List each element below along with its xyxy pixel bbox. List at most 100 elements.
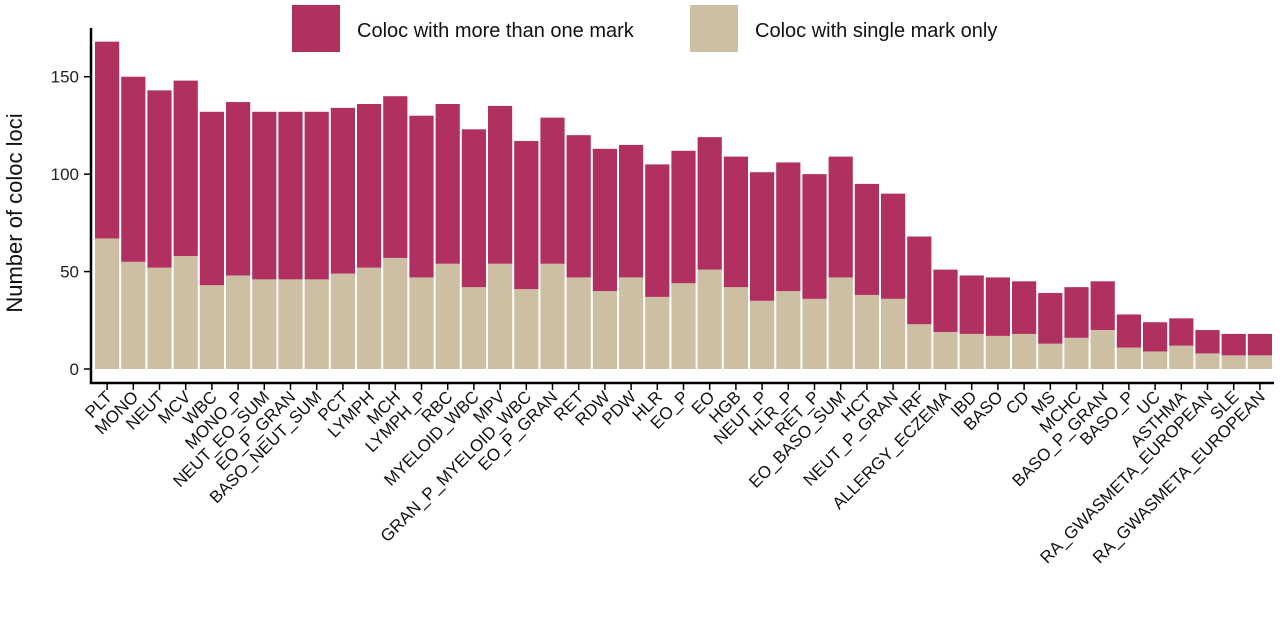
y-tick-label-100: 100 <box>51 165 79 184</box>
bar-multi-mono-p <box>226 102 251 276</box>
bar-single-baso <box>985 335 1010 369</box>
bar-single-myeloid-wbc <box>461 287 486 369</box>
bar-single-eo-p-gran <box>540 263 565 369</box>
bar-multi-pdw <box>619 144 644 278</box>
bar-single-hlr-p <box>776 291 801 369</box>
bar-single-ra-gwasmeta-european <box>1195 353 1220 369</box>
bar-single-asthma <box>1169 345 1194 369</box>
bars-group <box>95 41 1272 369</box>
bar-single-lymph-p <box>409 277 434 369</box>
bar-single-eo-p-gran <box>278 279 303 369</box>
bar-single-hct <box>854 294 879 369</box>
bar-multi-baso-p-gran <box>1090 281 1115 331</box>
y-tick-label-150: 150 <box>51 68 79 87</box>
bar-multi-mpv <box>488 105 513 264</box>
bar-single-irf <box>907 324 932 369</box>
y-axis: 0 50 100 150 <box>51 28 93 384</box>
bar-multi-pct <box>330 107 355 274</box>
bar-multi-plt <box>95 41 120 239</box>
bar-multi-asthma <box>1169 318 1194 346</box>
bar-multi-irf <box>907 236 932 325</box>
bar-multi-ra-gwasmeta-european <box>1195 330 1220 354</box>
bar-single-mono-p <box>226 275 251 369</box>
bar-multi-neut-p <box>750 172 775 301</box>
bar-single-eo <box>697 269 722 369</box>
bar-multi-sle <box>1221 333 1246 356</box>
y-axis-title: Number of coloc loci <box>2 113 27 312</box>
bar-single-eo-p <box>671 283 696 369</box>
x-tick-label-cd: CD <box>1002 387 1033 418</box>
bar-multi-mchc <box>1064 287 1089 338</box>
y-tick-label-0: 0 <box>70 360 79 379</box>
bar-single-baso-p <box>1116 347 1141 369</box>
bar-single-rbc <box>435 263 460 369</box>
legend-swatch-more-than-one-mark <box>292 5 340 52</box>
bar-single-sle <box>1221 355 1246 369</box>
bar-multi-ibd <box>959 275 984 334</box>
bar-single-neut-p <box>750 300 775 369</box>
bar-single-mono <box>121 261 146 369</box>
bar-multi-mch <box>383 96 408 258</box>
bar-single-gran-p-myeloid-wbc <box>514 289 539 369</box>
bar-single-neut-p-gran <box>881 298 906 369</box>
bar-multi-ms <box>1038 293 1063 344</box>
bar-multi-baso-p <box>1116 314 1141 348</box>
bar-single-pdw <box>619 277 644 369</box>
bar-single-eo-baso-sum <box>828 277 853 369</box>
bar-single-uc <box>1143 351 1168 369</box>
bar-multi-eo-p-gran <box>540 117 565 264</box>
bar-multi-ra-gwasmeta-european <box>1247 333 1272 356</box>
bar-single-mpv <box>488 263 513 369</box>
bar-single-baso-neut-sum <box>304 279 329 369</box>
bar-multi-neut-p-gran <box>881 193 906 299</box>
bar-multi-lymph <box>357 103 382 268</box>
bar-single-lymph <box>357 267 382 369</box>
bar-single-ms <box>1038 343 1063 369</box>
legend-label-single-mark-only: Coloc with single mark only <box>755 20 997 42</box>
bar-multi-baso-neut-sum <box>304 111 329 280</box>
bar-multi-gran-p-myeloid-wbc <box>514 141 539 290</box>
legend: Coloc with more than one mark Coloc with… <box>292 5 997 52</box>
bar-single-cd <box>1012 333 1037 369</box>
x-tick-labels: PLTMONONEUTMCVWBCMONO_PNEUT_EO_SUMEO_P_G… <box>81 384 1269 567</box>
bar-multi-eo-baso-sum <box>828 156 853 278</box>
bar-single-neut-eo-sum <box>252 279 277 369</box>
bar-single-pct <box>330 273 355 369</box>
bar-multi-hct <box>854 183 879 295</box>
bar-single-hgb <box>723 287 748 369</box>
bar-single-mcv <box>173 255 198 369</box>
bar-multi-cd <box>1012 281 1037 334</box>
bar-multi-rbc <box>435 103 460 264</box>
bar-multi-neut <box>147 90 172 268</box>
bar-multi-eo <box>697 137 722 270</box>
legend-swatch-single-mark-only <box>690 5 738 52</box>
bar-multi-eo-p <box>671 150 696 284</box>
bar-single-baso-p-gran <box>1090 330 1115 369</box>
bar-multi-rdw <box>592 148 617 292</box>
bar-multi-mono <box>121 76 146 262</box>
bar-multi-eo-p-gran <box>278 111 303 280</box>
bar-multi-hlr <box>645 164 670 297</box>
bar-multi-hgb <box>723 156 748 288</box>
bar-multi-myeloid-wbc <box>461 129 486 288</box>
bar-single-ret <box>566 277 591 369</box>
bar-multi-neut-eo-sum <box>252 111 277 280</box>
bar-multi-lymph-p <box>409 115 434 278</box>
legend-label-more-than-one-mark: Coloc with more than one mark <box>357 20 635 42</box>
bar-single-rdw <box>592 291 617 369</box>
bar-single-neut <box>147 267 172 369</box>
bar-multi-allergy-eczema <box>933 269 958 332</box>
bar-multi-uc <box>1143 322 1168 352</box>
y-tick-label-50: 50 <box>60 263 79 282</box>
bar-multi-ret <box>566 135 591 278</box>
bar-single-wbc <box>199 285 224 369</box>
bar-multi-baso <box>985 277 1010 336</box>
bar-multi-mcv <box>173 80 198 256</box>
bar-multi-ret-p <box>802 174 827 299</box>
bar-multi-wbc <box>199 111 224 286</box>
bar-single-mchc <box>1064 337 1089 369</box>
bar-single-ra-gwasmeta-european <box>1247 355 1272 369</box>
bar-single-ibd <box>959 333 984 369</box>
bar-single-allergy-eczema <box>933 331 958 369</box>
